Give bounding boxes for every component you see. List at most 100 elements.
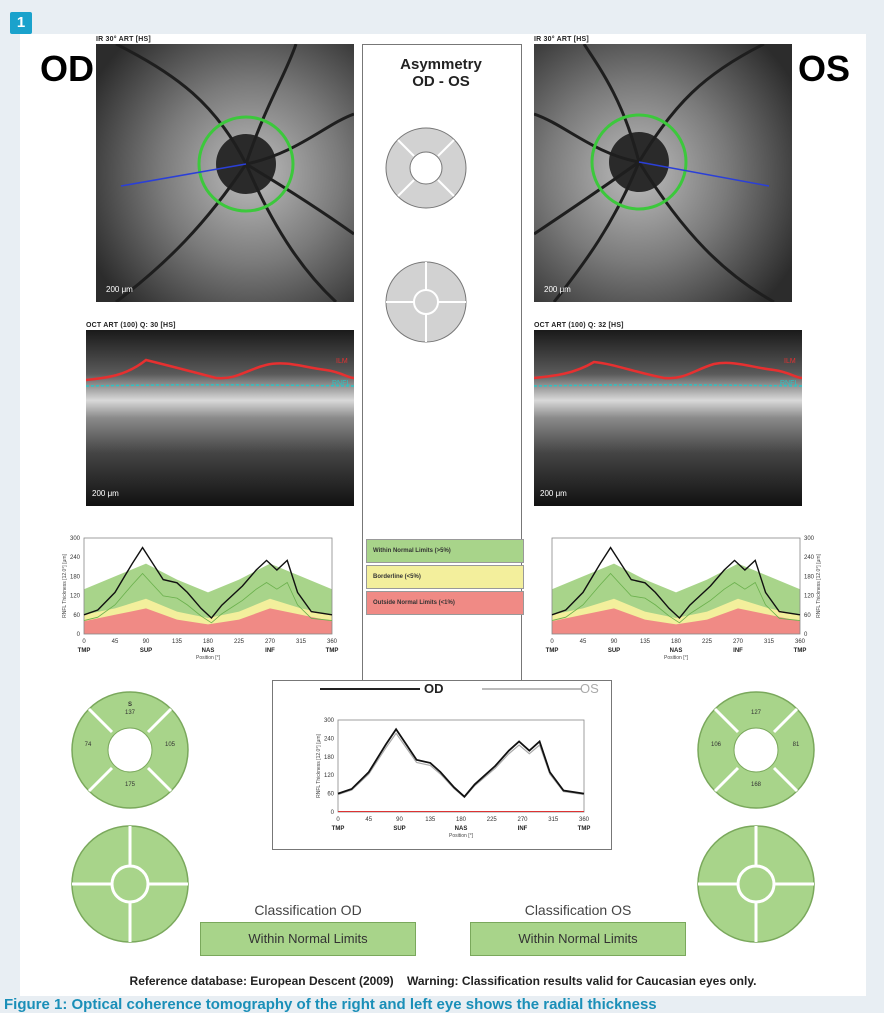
outside-band: [552, 608, 800, 634]
x-tick-label: 225: [234, 639, 245, 645]
x-tick-label: 225: [487, 817, 498, 823]
os-fundus-caption: IR 30° ART [HS]: [534, 36, 589, 43]
os-oct-scale: 200 μm: [540, 489, 567, 498]
os-quadrant-s-value: 127: [750, 710, 761, 716]
od-profile-line: [337, 727, 585, 798]
x-tick-label: 90: [143, 639, 150, 645]
od-quadrant-n-value: 105: [164, 742, 175, 748]
od-profile-line: [83, 546, 333, 620]
figure-number-badge: 1: [10, 12, 32, 34]
x-tick-label: 90: [396, 817, 403, 823]
x-tick-label: 180: [203, 639, 214, 645]
figure-caption: Figure 1: Optical coherence tomography o…: [4, 996, 657, 1013]
y-tick-label: 180: [70, 574, 81, 580]
report-panel: OD OS IR 30° ART [HS] 200 μm IR 30° ART …: [20, 34, 866, 996]
x-axis-label: Position [°]: [664, 655, 689, 661]
region-label: TMP: [546, 648, 559, 654]
os-fundus-scale: 200 μm: [544, 285, 571, 294]
os-quadrant-n-value: 106: [710, 742, 721, 748]
od-label: OD: [40, 48, 94, 89]
y-tick-label: 0: [331, 810, 335, 816]
x-tick-label: 270: [733, 639, 744, 645]
x-tick-label: 135: [425, 817, 436, 823]
y-axis-label: RNFL Thickness [12.0°] [μm]: [816, 553, 822, 617]
compare-legend-os: OS: [580, 681, 599, 696]
y-tick-label: 240: [324, 736, 335, 742]
y-tick-label: 180: [804, 574, 815, 580]
os-sector-disc: [697, 825, 815, 943]
classification-od-title: Classification OD: [254, 902, 362, 918]
x-tick-label: 0: [336, 817, 340, 823]
os-rnfl-plot: 300 240 180 120 60 0 0 45 90 135 180 225 270 315 360 TM…: [546, 536, 822, 661]
svg-text:RNFL: RNFL: [780, 380, 798, 387]
os-quadrant-i-value: 168: [750, 782, 761, 788]
od-sector-disc: [71, 825, 189, 943]
classification-os-title: Classification OS: [524, 902, 632, 918]
os-legend-line: [482, 688, 582, 690]
y-tick-label: 240: [70, 555, 81, 561]
outside-band: [84, 608, 332, 634]
classification-od-value: Within Normal Limits: [200, 922, 416, 956]
region-label: SUP: [140, 648, 152, 654]
asymmetry-title-line2: OD - OS: [412, 73, 470, 90]
plot-frame: [83, 537, 333, 635]
region-label: NAS: [455, 826, 468, 832]
os-quadrant-t-value: 81: [792, 742, 800, 748]
os-fundus-image: 200 μm: [534, 44, 792, 302]
od-fundus-caption: IR 30° ART [HS]: [96, 36, 151, 43]
x-tick-label: 45: [580, 639, 587, 645]
asymmetry-title-line1: Asymmetry: [400, 56, 482, 73]
x-tick-label: 0: [550, 639, 554, 645]
od-quadrant-disc: [71, 691, 189, 809]
x-tick-label: 360: [795, 639, 806, 645]
os-label: OS: [798, 48, 851, 89]
compare-legend-od: OD: [424, 681, 444, 696]
x-tick-label: 45: [365, 817, 372, 823]
y-axis-label: RNFL Thickness [12.0°] [μm]: [316, 733, 322, 797]
svg-text:ILM: ILM: [336, 358, 348, 365]
x-tick-label: 225: [702, 639, 713, 645]
x-tick-label: 90: [611, 639, 618, 645]
y-tick-label: 180: [324, 755, 335, 761]
normative-mean-line: [551, 572, 801, 624]
x-tick-label: 315: [296, 639, 307, 645]
y-tick-label: 60: [73, 613, 80, 619]
od-legend-line: [320, 688, 420, 690]
y-tick-label: 120: [70, 594, 81, 600]
report-footer: Reference database: European Descent (20…: [20, 974, 866, 988]
asymmetry-sector-disc: [385, 261, 467, 343]
region-label: TMP: [78, 648, 91, 654]
legend-normal: Within Normal Limits (>5%): [366, 539, 524, 563]
x-tick-label: 360: [327, 639, 338, 645]
x-tick-label: 270: [265, 639, 276, 645]
x-tick-label: 315: [548, 817, 559, 823]
os-oct-scan: ILM RNFL 200 μm: [534, 330, 802, 506]
y-tick-label: 240: [804, 555, 815, 561]
y-tick-label: 60: [327, 792, 334, 798]
svg-text:ILM: ILM: [784, 358, 796, 365]
x-tick-label: 0: [82, 639, 86, 645]
region-label: INF: [265, 648, 275, 654]
y-tick-label: 0: [804, 632, 808, 638]
y-tick-label: 120: [804, 594, 815, 600]
x-tick-label: 270: [517, 817, 528, 823]
x-axis-label: Position [°]: [449, 833, 474, 839]
asymmetry-title: Asymmetry OD - OS: [362, 56, 520, 90]
x-tick-label: 135: [640, 639, 651, 645]
x-tick-label: 315: [764, 639, 775, 645]
os-quadrant-disc: [697, 691, 815, 809]
region-label: TMP: [326, 648, 339, 654]
od-oct-caption: OCT ART (100) Q: 30 [HS]: [86, 322, 176, 329]
x-axis-label: Position [°]: [196, 655, 221, 661]
region-label: TMP: [578, 826, 591, 832]
os-oct-caption: OCT ART (100) Q: 32 [HS]: [534, 322, 624, 329]
od-profile-line: [551, 546, 801, 620]
region-label: TMP: [332, 826, 345, 832]
od-quadrant-i-value: 175: [124, 782, 135, 788]
od-quadrant-s-label: S: [127, 702, 132, 708]
asymmetry-quadrant-disc: [385, 127, 467, 209]
region-label: INF: [518, 826, 528, 832]
x-tick-label: 135: [172, 639, 183, 645]
x-tick-label: 45: [112, 639, 119, 645]
svg-text:RNFL: RNFL: [332, 380, 350, 387]
